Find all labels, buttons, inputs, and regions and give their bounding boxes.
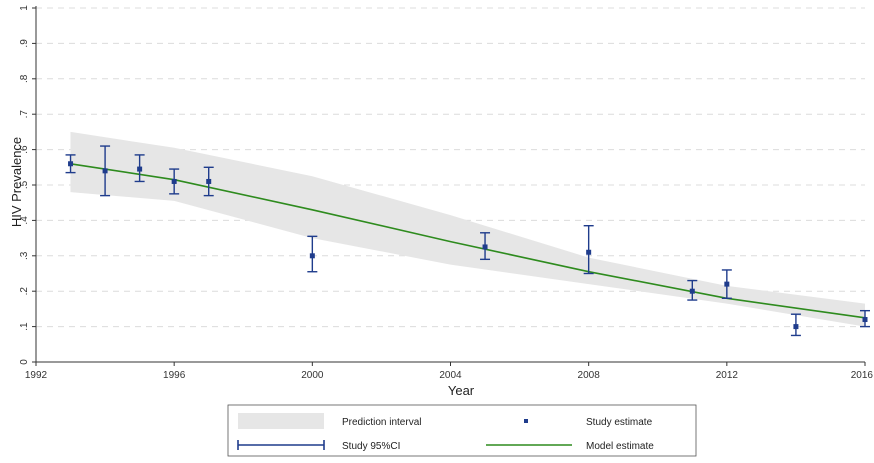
study-estimate-point-9 [724, 281, 730, 287]
legend-label-prediction-interval: Prediction interval [342, 417, 421, 428]
y-tick-label-6: .6 [19, 145, 30, 154]
study-estimate-6 [480, 232, 491, 261]
study-estimate-2 [134, 154, 145, 183]
study-estimate-point-7 [586, 249, 592, 255]
study-estimate-9 [721, 269, 732, 299]
study-estimates [65, 145, 870, 337]
axes: 0 .1 .2 .3 .4 .5 .6 .7 .8 .9 1 1992 1996 2000 2004 2008… [19, 5, 873, 381]
x-tick-label-6: 2016 [851, 370, 874, 381]
legend-swatch-study-estimate [524, 419, 528, 423]
y-axis-title: HIV Prevalence [9, 137, 24, 227]
study-estimate-11 [860, 309, 870, 328]
y-tick-label-2: .2 [19, 287, 30, 296]
x-tick-label-5: 2012 [716, 370, 739, 381]
study-estimate-point-2 [137, 166, 143, 172]
legend-swatch-prediction-interval [238, 413, 324, 429]
study-estimate-5 [307, 235, 318, 273]
study-estimate-point-1 [102, 168, 108, 174]
y-tick-label-5: .5 [19, 180, 30, 189]
study-estimate-point-4 [206, 178, 212, 184]
study-estimate-7 [583, 225, 594, 275]
legend-label-study-ci: Study 95%CI [342, 441, 400, 452]
prediction-interval-area [70, 131, 865, 327]
legend-label-model-estimate: Model estimate [586, 441, 654, 452]
legend: Prediction interval Study estimate Study… [227, 404, 697, 457]
x-axis-title: Year [448, 383, 475, 398]
study-estimate-10 [790, 313, 801, 337]
study-estimate-0 [65, 154, 76, 174]
study-estimate-4 [203, 166, 214, 197]
x-tick-label-0: 1992 [25, 370, 48, 381]
study-estimate-point-5 [309, 253, 315, 259]
x-tick-label-3: 2004 [439, 370, 462, 381]
prediction-interval-band [70, 131, 865, 327]
study-estimate-point-3 [171, 178, 177, 184]
study-estimate-8 [687, 279, 698, 301]
x-tick-label-2: 2000 [301, 370, 324, 381]
study-estimate-point-11 [862, 317, 868, 323]
legend-label-study-estimate: Study estimate [586, 417, 653, 428]
study-estimate-point-10 [793, 324, 799, 330]
y-tick-label-0: 0 [19, 359, 30, 365]
study-estimate-3 [169, 168, 180, 195]
study-estimate-1 [100, 145, 111, 197]
study-estimate-point-8 [689, 288, 695, 294]
legend-swatch-study-ci [237, 440, 325, 450]
x-tick-label-1: 1996 [163, 370, 186, 381]
y-tick-label-4: .4 [19, 216, 30, 225]
x-tick-label-4: 2008 [578, 370, 601, 381]
y-tick-label-9: .9 [19, 39, 30, 48]
study-estimate-point-0 [68, 161, 74, 167]
y-tick-label-1: .1 [19, 322, 30, 331]
y-tick-label-3: .3 [19, 251, 30, 260]
y-tick-label-7: .7 [19, 110, 30, 119]
y-tick-label-10: 1 [19, 5, 30, 11]
y-tick-label-8: .8 [19, 74, 30, 83]
study-estimate-point-6 [482, 244, 488, 250]
